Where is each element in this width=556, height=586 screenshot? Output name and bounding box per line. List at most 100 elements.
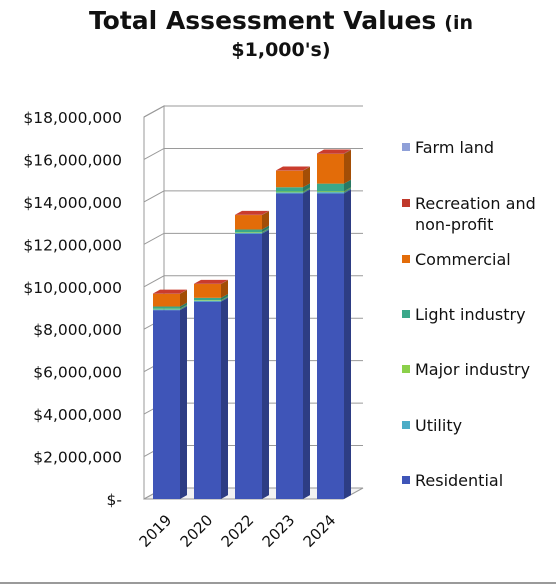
bar-commercial-2024-side bbox=[344, 150, 351, 184]
bar-light-industry-2019 bbox=[153, 306, 180, 309]
bar-commercial-2020 bbox=[194, 284, 221, 298]
x-tick-label: 2019 bbox=[136, 511, 176, 551]
bar-major-industry-2020-side bbox=[221, 296, 228, 301]
y-tick-label: $12,000,000 bbox=[23, 236, 122, 254]
chart-title: Total Assessment Values (in $1,000's) bbox=[89, 6, 473, 61]
bar-light-industry-2023 bbox=[276, 187, 303, 192]
bar-commercial-2020-side bbox=[221, 280, 228, 298]
bar-light-industry-2024 bbox=[317, 183, 344, 192]
bar-recreation-and-non-profit-2019-side bbox=[180, 289, 187, 294]
bar-residential-2022-side bbox=[262, 229, 269, 499]
x-tick-label: 2020 bbox=[177, 511, 217, 551]
y-tick-label: $18,000,000 bbox=[23, 109, 122, 127]
x-tick-label: 2024 bbox=[300, 511, 340, 551]
bar-recreation-and-non-profit-2020-side bbox=[221, 279, 228, 285]
x-axis: 2019 2020 2022 2023 2024 bbox=[136, 511, 340, 551]
bar-residential-2019-side bbox=[180, 306, 187, 499]
legend-swatch-recreation-and-non-profit bbox=[402, 199, 410, 207]
bar-commercial-2024 bbox=[317, 153, 344, 184]
legend-label-farm-land: Farm land bbox=[415, 138, 494, 157]
gridline bbox=[143, 147, 363, 160]
bar-residential-2024 bbox=[317, 193, 344, 499]
bar-light-industry-2020 bbox=[194, 297, 221, 301]
bar-major-industry-2023 bbox=[276, 191, 303, 193]
legend-label-commercial: Commercial bbox=[415, 250, 511, 269]
bar-top-2020 bbox=[194, 279, 228, 284]
bar-utility-2019 bbox=[153, 309, 180, 311]
bar-commercial-2023 bbox=[276, 170, 303, 188]
bar-farm-land-2023-side bbox=[303, 166, 310, 171]
legend-swatch-residential bbox=[402, 476, 410, 484]
bar-light-industry-2019-side bbox=[180, 302, 187, 309]
bar-utility-2023 bbox=[276, 192, 303, 194]
y-tick-label: $8,000,000 bbox=[33, 321, 122, 339]
bar-commercial-2023-side bbox=[303, 166, 310, 188]
bar-major-industry-2019 bbox=[153, 308, 180, 310]
x-tick-label: 2023 bbox=[259, 511, 299, 551]
bar-utility-2019-side bbox=[180, 305, 187, 311]
legend-label-line: non-profit bbox=[415, 215, 493, 234]
chart-title-line-2: $1,000's) bbox=[231, 39, 330, 61]
bar-residential-2023-side bbox=[303, 189, 310, 500]
bar-major-industry-2024 bbox=[317, 191, 344, 193]
legend-label-light-industry: Light industry bbox=[415, 305, 526, 324]
y-tick-label: $16,000,000 bbox=[23, 151, 122, 169]
chart-title-line-1: Total Assessment Values (in bbox=[89, 6, 473, 35]
bar-farm-land-2024-side bbox=[344, 149, 351, 154]
y-tick-label: $6,000,000 bbox=[33, 364, 122, 382]
bar-top-2023 bbox=[276, 166, 310, 171]
bar-recreation-and-non-profit-2022-side bbox=[262, 210, 269, 216]
bar-top-2022 bbox=[235, 210, 269, 215]
bar-residential-2019 bbox=[153, 310, 180, 499]
bar-light-industry-2020-side bbox=[221, 293, 228, 301]
bar-utility-2022 bbox=[235, 232, 262, 234]
legend-label-line: Recreation and bbox=[415, 194, 536, 213]
bar-top-2024 bbox=[317, 149, 351, 154]
bar-light-industry-2022 bbox=[235, 229, 262, 233]
y-tick-label: $14,000,000 bbox=[23, 194, 122, 212]
bar-recreation-and-non-profit-2024-side bbox=[344, 149, 351, 154]
legend-label-utility: Utility bbox=[415, 416, 462, 435]
bar-utility-2022-side bbox=[262, 228, 269, 234]
bar-utility-2024 bbox=[317, 192, 344, 194]
bar-major-industry-2024-side bbox=[344, 187, 351, 193]
bar-residential-2024-side bbox=[344, 189, 351, 500]
bar-light-industry-2024-side bbox=[344, 179, 351, 192]
bar-farm-land-2022-side bbox=[262, 210, 269, 215]
y-tick-label: $2,000,000 bbox=[33, 449, 122, 467]
legend-label-residential: Residential bbox=[415, 471, 503, 490]
legend-swatch-farm-land bbox=[402, 143, 410, 151]
bar-farm-land-2019-side bbox=[180, 289, 187, 294]
y-tick-label: $4,000,000 bbox=[33, 406, 122, 424]
bar-major-industry-2019-side bbox=[180, 304, 187, 310]
bar-commercial-2019-side bbox=[180, 289, 187, 307]
legend-swatch-light-industry bbox=[402, 310, 410, 318]
bars bbox=[153, 149, 351, 500]
chart-title-suffix: (in bbox=[444, 12, 473, 34]
bar-major-industry-2022 bbox=[235, 232, 262, 233]
bar-light-industry-2023-side bbox=[303, 183, 310, 192]
legend-label-major-industry: Major industry bbox=[415, 360, 530, 379]
bar-commercial-2022-side bbox=[262, 211, 269, 230]
bar-residential-2020-side bbox=[221, 297, 228, 499]
legend-swatch-commercial bbox=[402, 255, 410, 263]
bar-commercial-2022 bbox=[235, 215, 262, 230]
bar-residential-2022 bbox=[235, 233, 262, 499]
y-tick-label: $- bbox=[107, 491, 122, 509]
bar-residential-2020 bbox=[194, 301, 221, 499]
bar-top-2019 bbox=[153, 289, 187, 294]
bar-light-industry-2022-side bbox=[262, 225, 269, 233]
y-tick-label: $10,000,000 bbox=[23, 279, 122, 297]
chart-title-main: Total Assessment Values bbox=[89, 6, 436, 35]
bar-utility-2023-side bbox=[303, 188, 310, 194]
bar-farm-land-2020-side bbox=[221, 279, 228, 284]
bar-major-industry-2020 bbox=[194, 300, 221, 301]
gridline bbox=[143, 105, 363, 118]
bar-commercial-2019 bbox=[153, 293, 180, 307]
bottom-divider bbox=[0, 582, 556, 584]
bar-recreation-and-non-profit-2023-side bbox=[303, 166, 310, 171]
x-tick-label: 2022 bbox=[218, 511, 258, 551]
legend: Farm land Recreation and non-profit Commerc… bbox=[402, 138, 536, 490]
bar-major-industry-2023-side bbox=[303, 187, 310, 193]
